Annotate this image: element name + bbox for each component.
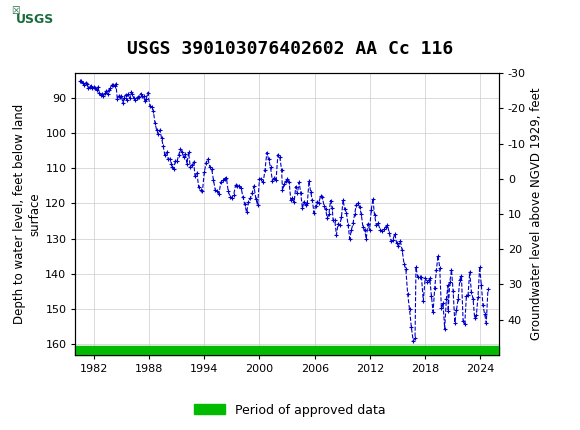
Y-axis label: Depth to water level, feet below land
surface: Depth to water level, feet below land su… <box>13 104 41 324</box>
FancyBboxPatch shape <box>6 4 64 35</box>
Text: USGS 390103076402602 AA Cc 116: USGS 390103076402602 AA Cc 116 <box>127 40 453 58</box>
Text: ☒: ☒ <box>12 6 20 16</box>
Text: USGS: USGS <box>16 13 54 26</box>
Legend: Period of approved data: Period of approved data <box>189 399 391 421</box>
Y-axis label: Groundwater level above NGVD 1929, feet: Groundwater level above NGVD 1929, feet <box>530 88 543 340</box>
